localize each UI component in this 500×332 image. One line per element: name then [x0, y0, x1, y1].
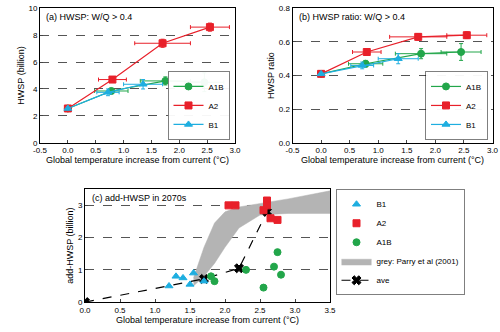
svg-text:A1B: A1B: [209, 83, 224, 92]
svg-text:(a) HWSP: W/Q > 0.4: (a) HWSP: W/Q > 0.4: [46, 12, 132, 22]
svg-text:2.0: 2.0: [219, 306, 231, 315]
svg-text:1: 1: [78, 266, 83, 275]
svg-text:A2: A2: [377, 219, 387, 228]
svg-text:2: 2: [33, 112, 38, 121]
svg-text:1.5: 1.5: [401, 146, 413, 155]
svg-text:B1: B1: [377, 200, 387, 209]
svg-text:0.0: 0.0: [62, 146, 74, 155]
svg-text:(c) add-HWSP in 2070s: (c) add-HWSP in 2070s: [92, 193, 187, 203]
svg-text:0: 0: [33, 139, 38, 148]
svg-text:0.0: 0.0: [316, 146, 328, 155]
svg-text:2: 2: [78, 233, 83, 242]
svg-text:3.5: 3.5: [324, 306, 336, 315]
svg-text:-0.5: -0.5: [286, 146, 300, 155]
svg-text:2.0: 2.0: [430, 146, 442, 155]
svg-text:0.4: 0.4: [279, 71, 291, 80]
svg-text:2.5: 2.5: [254, 306, 266, 315]
svg-text:A1B: A1B: [377, 238, 392, 247]
svg-text:HWSP ratio: HWSP ratio: [266, 52, 276, 99]
svg-text:0.6: 0.6: [279, 38, 291, 47]
svg-text:1.0: 1.0: [373, 146, 385, 155]
svg-text:(b) HWSP ratio: W/Q > 0.4: (b) HWSP ratio: W/Q > 0.4: [299, 12, 405, 22]
svg-text:A2: A2: [209, 102, 219, 111]
svg-text:grey: Parry et al (2001): grey: Parry et al (2001): [377, 257, 459, 266]
svg-text:0.5: 0.5: [344, 146, 356, 155]
svg-text:B1: B1: [209, 121, 219, 130]
svg-text:3: 3: [78, 201, 83, 210]
svg-text:1.0: 1.0: [118, 146, 130, 155]
svg-text:0.0: 0.0: [79, 306, 91, 315]
svg-text:0.0: 0.0: [279, 139, 291, 148]
svg-text:6: 6: [33, 58, 38, 67]
svg-text:10: 10: [28, 4, 37, 13]
svg-text:3.0: 3.0: [289, 306, 301, 315]
svg-text:0.5: 0.5: [114, 306, 126, 315]
svg-text:3.0: 3.0: [229, 146, 241, 155]
svg-text:3.0: 3.0: [487, 146, 499, 155]
svg-text:-0.5: -0.5: [33, 146, 47, 155]
svg-text:0: 0: [78, 298, 83, 307]
svg-text:0.2: 0.2: [279, 105, 291, 114]
svg-text:1.5: 1.5: [146, 146, 158, 155]
svg-text:add-HWSP (billion): add-HWSP (billion): [65, 207, 75, 283]
svg-text:Global temperature increase fr: Global temperature increase from current…: [301, 155, 484, 165]
svg-text:2.5: 2.5: [458, 146, 470, 155]
svg-text:4: 4: [33, 85, 38, 94]
svg-text:1.5: 1.5: [184, 306, 196, 315]
svg-text:1.0: 1.0: [149, 306, 161, 315]
svg-text:A1B: A1B: [466, 83, 481, 92]
svg-text:Global temperature increase fr: Global temperature increase from current…: [46, 155, 229, 165]
svg-text:0.5: 0.5: [90, 146, 102, 155]
svg-text:8: 8: [33, 31, 38, 40]
svg-text:2.0: 2.0: [174, 146, 186, 155]
svg-text:A2: A2: [466, 102, 476, 111]
svg-text:ave: ave: [377, 276, 390, 285]
svg-text:Global temperature increase fr: Global temperature increase from current…: [116, 315, 299, 325]
svg-text:HWSP (billion): HWSP (billion): [16, 46, 26, 104]
svg-text:2.5: 2.5: [202, 146, 214, 155]
svg-text:B1: B1: [466, 121, 476, 130]
svg-text:0.8: 0.8: [279, 4, 291, 13]
